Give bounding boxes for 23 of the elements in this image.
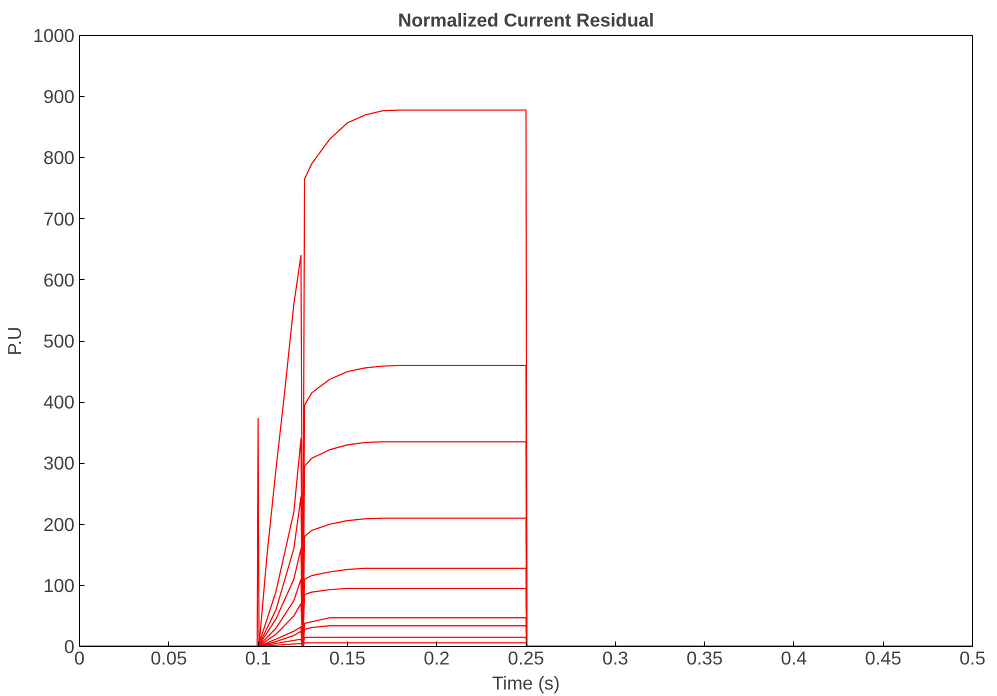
x-axis-title: Time (s)	[492, 672, 560, 694]
x-tick-label: 0.35	[686, 648, 723, 668]
x-tick-label: 0.5	[960, 648, 986, 668]
y-tick-label: 800	[43, 147, 75, 168]
y-tick-label: 700	[43, 208, 75, 230]
x-tick-label: 0.3	[602, 648, 628, 668]
y-tick-label: 100	[43, 574, 75, 596]
x-tick-label: 0.15	[329, 648, 366, 668]
y-tick-label: 500	[43, 330, 75, 352]
x-tick-label: 0.2	[424, 648, 450, 668]
chart-title: Normalized Current Residual	[398, 10, 654, 30]
x-tick-label: 0.45	[865, 648, 902, 668]
x-tick-label: 0.25	[508, 648, 544, 668]
x-tick-label: 0.1	[245, 648, 272, 668]
y-tick-label: 600	[43, 269, 75, 290]
y-tick-label: 200	[43, 514, 75, 535]
y-tick-label: 400	[43, 392, 75, 413]
y-tick-label: 900	[43, 86, 75, 108]
x-tick-label: 0.05	[150, 648, 187, 668]
x-tick-label: 0.4	[780, 648, 807, 668]
y-tick-label: 300	[43, 452, 75, 474]
y-tick-label: 1000	[32, 25, 75, 46]
y-axis-title: P.U	[4, 326, 25, 356]
